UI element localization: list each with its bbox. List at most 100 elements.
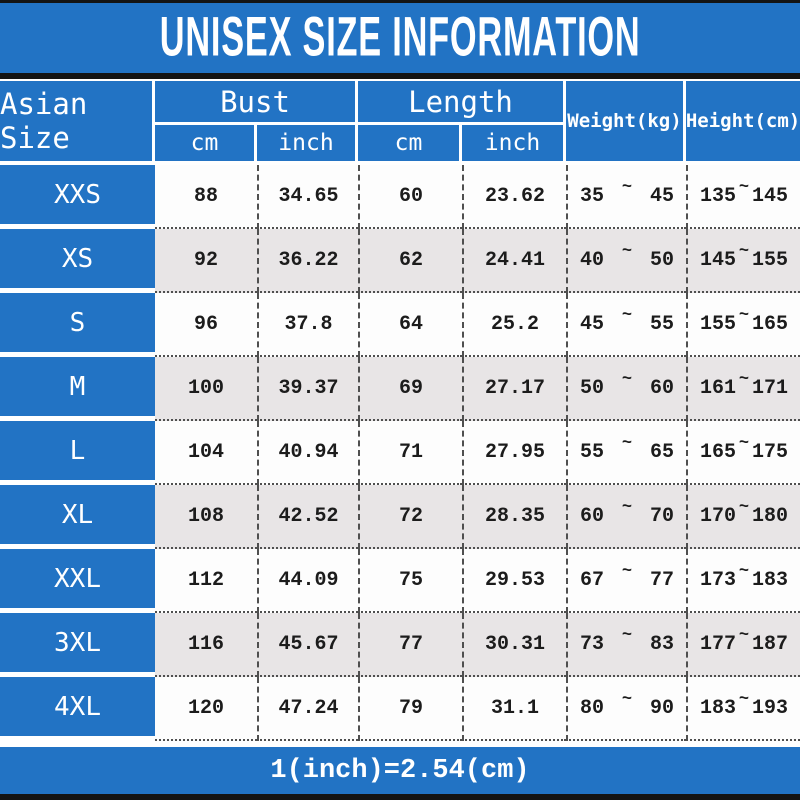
tilde-icon: ~ bbox=[738, 369, 750, 389]
bust-cm-cell: 100 bbox=[155, 357, 257, 421]
height-min: 183 bbox=[700, 696, 737, 720]
height-max: 193 bbox=[751, 696, 788, 720]
height-max: 165 bbox=[751, 312, 788, 336]
weight-range-cell: 67 ~77 bbox=[566, 549, 686, 613]
bust-inch-cell: 34.65 bbox=[257, 165, 358, 229]
height-max: 145 bbox=[751, 184, 788, 208]
length-cm-cell: 62 bbox=[358, 229, 462, 293]
header-bust-cm: cm bbox=[155, 125, 257, 161]
length-cm-cell: 75 bbox=[358, 549, 462, 613]
title-bar: UNISEX SIZE INFORMATION bbox=[0, 3, 800, 73]
height-min: 177 bbox=[700, 632, 737, 656]
table-header: Asian Size Bust Length Weight(kg) Height… bbox=[0, 81, 800, 161]
title-separator bbox=[0, 73, 800, 79]
weight-max: 55 bbox=[649, 312, 674, 336]
height-range-cell: 165 ~175 bbox=[686, 421, 800, 485]
tilde-icon: ~ bbox=[738, 497, 750, 517]
tilde-icon: ~ bbox=[621, 497, 633, 517]
tilde-icon: ~ bbox=[738, 241, 750, 261]
tilde-icon: ~ bbox=[738, 433, 750, 453]
tilde-icon: ~ bbox=[738, 625, 750, 645]
title-separator-gap bbox=[0, 79, 800, 81]
bust-cm-cell: 116 bbox=[155, 613, 257, 677]
bust-inch-cell: 45.67 bbox=[257, 613, 358, 677]
header-length: Length bbox=[358, 81, 566, 125]
tilde-icon: ~ bbox=[621, 241, 633, 261]
tilde-icon: ~ bbox=[621, 433, 633, 453]
height-max: 175 bbox=[751, 440, 788, 464]
length-cm-cell: 69 bbox=[358, 357, 462, 421]
bust-inch-cell: 37.8 bbox=[257, 293, 358, 357]
weight-range-cell: 50 ~60 bbox=[566, 357, 686, 421]
tilde-icon: ~ bbox=[621, 305, 633, 325]
bust-inch-cell: 40.94 bbox=[257, 421, 358, 485]
weight-max: 90 bbox=[649, 696, 674, 720]
length-inch-cell: 25.2 bbox=[462, 293, 566, 357]
bust-inch-cell: 36.22 bbox=[257, 229, 358, 293]
height-range-cell: 183 ~193 bbox=[686, 677, 800, 741]
size-cell: M bbox=[0, 357, 155, 421]
weight-range-cell: 35 ~45 bbox=[566, 165, 686, 229]
tilde-icon: ~ bbox=[621, 625, 633, 645]
header-length-inch: inch bbox=[462, 125, 566, 161]
weight-max: 45 bbox=[649, 184, 674, 208]
table-row: XXS 88 34.65 60 23.62 35 ~45 135 ~145 bbox=[0, 165, 800, 229]
height-min: 155 bbox=[700, 312, 737, 336]
header-bust-inch: inch bbox=[257, 125, 358, 161]
size-cell: XL bbox=[0, 485, 155, 549]
weight-max: 70 bbox=[649, 504, 674, 528]
height-max: 187 bbox=[751, 632, 788, 656]
bust-cm-cell: 112 bbox=[155, 549, 257, 613]
header-weight: Weight(kg) bbox=[566, 81, 686, 161]
table-row: XXL 112 44.09 75 29.53 67 ~77 173 ~183 bbox=[0, 549, 800, 613]
length-cm-cell: 64 bbox=[358, 293, 462, 357]
footer-bar: 1(inch)=2.54(cm) bbox=[0, 747, 800, 794]
bust-cm-cell: 92 bbox=[155, 229, 257, 293]
height-min: 161 bbox=[700, 376, 737, 400]
weight-min: 80 bbox=[580, 696, 605, 720]
conversion-note: 1(inch)=2.54(cm) bbox=[270, 755, 530, 786]
bust-cm-cell: 108 bbox=[155, 485, 257, 549]
length-inch-cell: 29.53 bbox=[462, 549, 566, 613]
tilde-icon: ~ bbox=[738, 305, 750, 325]
table-row: 4XL 120 47.24 79 31.1 80 ~90 183 ~193 bbox=[0, 677, 800, 741]
tilde-icon: ~ bbox=[621, 561, 633, 581]
bust-cm-cell: 96 bbox=[155, 293, 257, 357]
bust-inch-cell: 44.09 bbox=[257, 549, 358, 613]
length-inch-cell: 24.41 bbox=[462, 229, 566, 293]
size-cell: L bbox=[0, 421, 155, 485]
size-cell: XXS bbox=[0, 165, 155, 229]
weight-range-cell: 45 ~55 bbox=[566, 293, 686, 357]
weight-max: 65 bbox=[649, 440, 674, 464]
height-min: 173 bbox=[700, 568, 737, 592]
weight-min: 55 bbox=[580, 440, 605, 464]
weight-range-cell: 55 ~65 bbox=[566, 421, 686, 485]
size-cell: S bbox=[0, 293, 155, 357]
weight-max: 83 bbox=[649, 632, 674, 656]
weight-max: 77 bbox=[649, 568, 674, 592]
table-row: S 96 37.8 64 25.2 45 ~55 155 ~165 bbox=[0, 293, 800, 357]
tilde-icon: ~ bbox=[738, 689, 750, 709]
length-inch-cell: 28.35 bbox=[462, 485, 566, 549]
header-bust: Bust bbox=[155, 81, 358, 125]
header-height: Height(cm) bbox=[686, 81, 800, 161]
bust-cm-cell: 120 bbox=[155, 677, 257, 741]
length-cm-cell: 79 bbox=[358, 677, 462, 741]
length-cm-cell: 77 bbox=[358, 613, 462, 677]
size-cell: 3XL bbox=[0, 613, 155, 677]
bottom-border-bar bbox=[0, 794, 800, 800]
body-footer-gap bbox=[0, 741, 800, 747]
height-max: 171 bbox=[751, 376, 788, 400]
weight-min: 67 bbox=[580, 568, 605, 592]
height-max: 183 bbox=[751, 568, 788, 592]
tilde-icon: ~ bbox=[738, 177, 750, 197]
tilde-icon: ~ bbox=[621, 369, 633, 389]
header-body-gap bbox=[0, 161, 800, 165]
weight-max: 60 bbox=[649, 376, 674, 400]
height-min: 165 bbox=[700, 440, 737, 464]
height-max: 180 bbox=[751, 504, 788, 528]
bust-inch-cell: 39.37 bbox=[257, 357, 358, 421]
height-range-cell: 170 ~180 bbox=[686, 485, 800, 549]
size-cell: XS bbox=[0, 229, 155, 293]
